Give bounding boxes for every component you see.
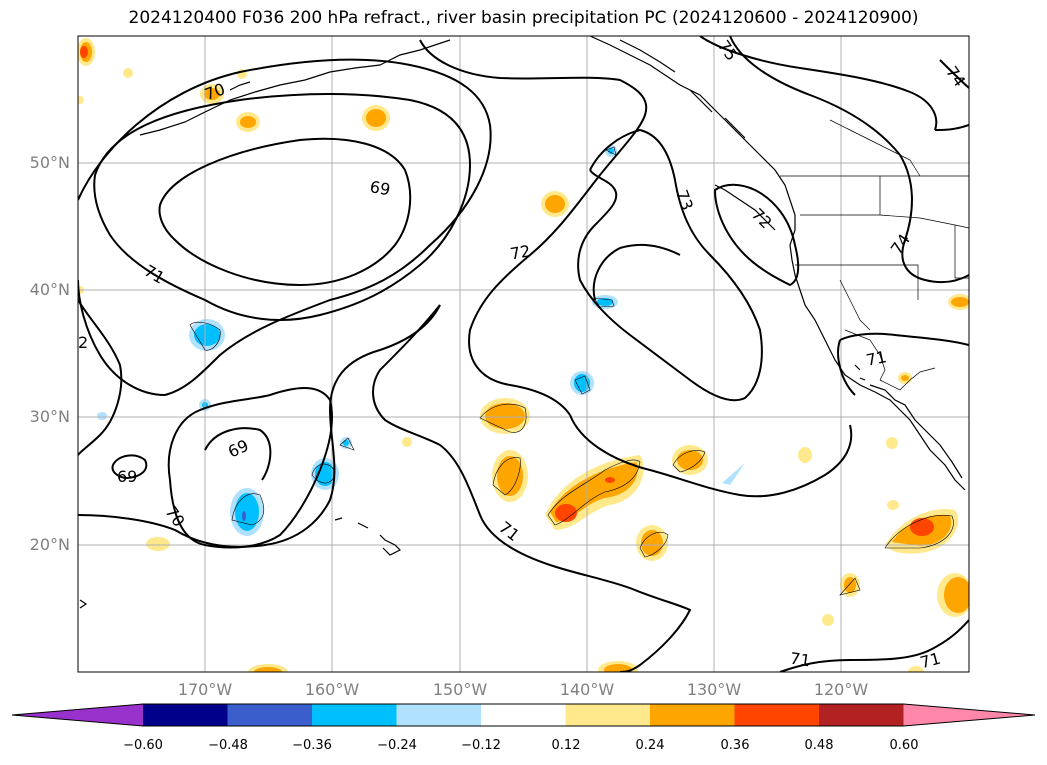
lon-label-140w: 140°W: [559, 680, 615, 699]
colorbar-segment: [650, 704, 735, 726]
colorbar-segment: [481, 704, 566, 726]
colorbar-extend-min: [12, 704, 143, 726]
contour-label: 71: [789, 649, 812, 671]
contour-label: 72: [509, 241, 532, 263]
colorbar-tick: −0.48: [208, 738, 248, 753]
colorbar-tick: 0.36: [720, 738, 750, 753]
lat-label-50n: 50°N: [29, 153, 70, 172]
map-frame-bg: [78, 36, 969, 672]
colorbar-tick: 0.60: [889, 738, 919, 753]
contour-label: 69: [117, 467, 137, 486]
map-title: 2024120400 F036 200 hPa refract., river …: [128, 8, 919, 28]
colorbar-extend-max: [903, 704, 1035, 726]
colorbar-segments: [11, 703, 1036, 727]
lat-label-30n: 30°N: [29, 407, 70, 426]
colorbar-segment: [565, 704, 651, 726]
colorbar-tick: 0.48: [804, 738, 834, 753]
lon-label-170w: 170°W: [177, 680, 233, 699]
contour-label: 2: [78, 333, 88, 352]
colorbar-tick: −0.60: [123, 738, 163, 753]
colorbar-segment: [312, 704, 397, 726]
contour-label: 69: [368, 177, 391, 199]
lat-label-20n: 20°N: [29, 535, 70, 554]
colorbar-tick: 0.24: [635, 738, 665, 753]
lon-label-130w: 130°W: [686, 680, 742, 699]
lon-label-160w: 160°W: [304, 680, 360, 699]
lat-label-40n: 40°N: [29, 280, 70, 299]
colorbar-tick: −0.24: [377, 738, 417, 753]
contour-label: 71: [918, 649, 943, 673]
coastlines: [79, 36, 966, 609]
colorbar-segment: [396, 704, 482, 726]
map-gridlines: [78, 36, 969, 672]
colorbar-segment: [734, 704, 820, 726]
map-plot: 69 69 69 70 70 71 71 71 71 71 72 72 73 7…: [77, 35, 970, 673]
precip-shading: [78, 38, 969, 672]
contour-label: 71: [864, 347, 888, 370]
colorbar-segment: [227, 704, 313, 726]
colorbar-outline: [11, 703, 1036, 727]
colorbar-tick: 0.12: [551, 738, 581, 753]
colorbar-tick: −0.36: [292, 738, 332, 753]
map-frame-border: [77, 35, 970, 673]
refractivity-contours: [78, 36, 969, 672]
colorbar-tick: −0.12: [461, 738, 501, 753]
colorbar-segment: [819, 704, 904, 726]
colorbar-segment: [143, 704, 228, 726]
lon-label-120w: 120°W: [813, 680, 869, 699]
precip-outlines: [189, 146, 954, 596]
lon-label-150w: 150°W: [432, 680, 488, 699]
